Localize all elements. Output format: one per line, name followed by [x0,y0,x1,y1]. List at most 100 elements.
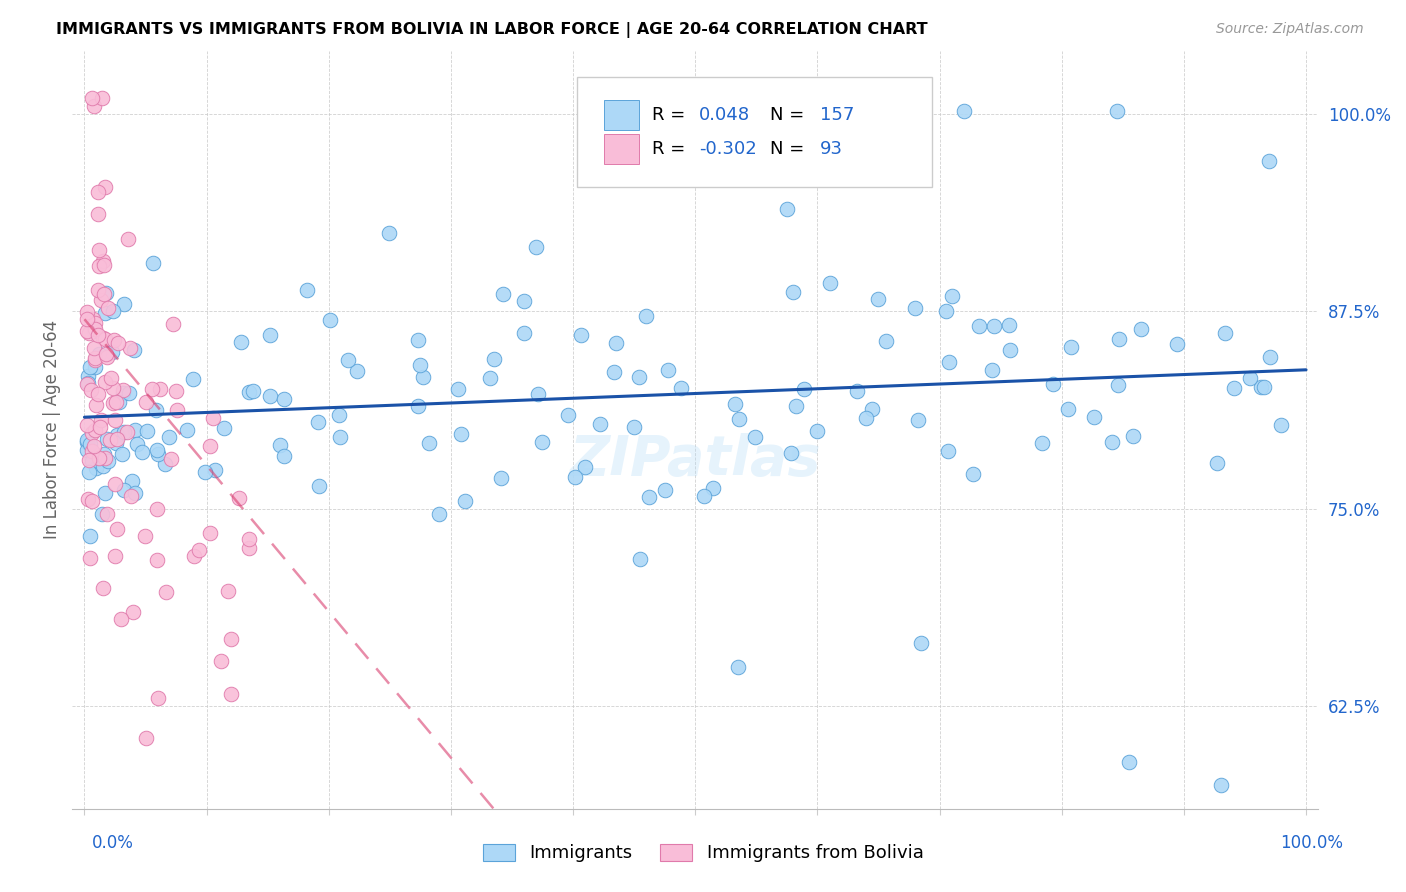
Point [155,584,177,599]
Point [408,359,430,373]
Point [785,399,807,413]
Point [91,507,114,521]
Point [512,326,534,341]
Point [118,386,141,401]
Point [79,465,101,479]
Point [936,443,959,458]
Point [91,331,114,345]
Point [93,287,115,301]
Point [806,424,828,438]
Point [269,438,291,452]
Point [166,402,188,417]
Point [86,206,108,220]
Text: N =: N = [770,106,810,124]
Point [87,284,110,298]
Point [112,297,135,311]
Point [89,451,111,466]
Point [1223,381,1246,395]
Point [259,389,281,403]
Point [111,447,134,461]
Point [96,432,118,446]
Point [1108,332,1130,346]
Point [101,344,124,359]
Point [142,256,165,270]
Point [482,351,505,366]
Text: R =: R = [651,106,690,124]
Point [941,288,963,302]
Point [77,453,100,467]
Point [623,419,645,434]
Point [89,244,111,258]
Point [198,526,221,541]
Point [1239,371,1261,385]
Point [346,364,368,378]
Point [527,386,550,401]
Point [90,91,112,105]
Point [983,318,1005,333]
Point [104,413,127,427]
Point [1101,435,1123,450]
Point [76,376,98,391]
Point [219,687,242,701]
Point [84,351,107,365]
Point [855,411,877,425]
Point [87,346,110,360]
Point [93,447,115,461]
Point [176,423,198,437]
Point [904,301,927,316]
Point [188,542,211,557]
Point [82,494,104,508]
Point [146,691,169,706]
Point [875,334,897,348]
Point [202,411,225,425]
Text: Source: ZipAtlas.com: Source: ZipAtlas.com [1216,22,1364,37]
Point [1166,337,1188,351]
Point [328,409,350,423]
Point [89,419,111,434]
Text: -0.302: -0.302 [699,140,756,158]
Point [93,332,115,346]
Point [307,415,329,429]
Point [862,401,884,416]
Point [727,660,749,674]
Point [115,425,138,439]
Point [159,451,181,466]
Point [87,259,110,273]
Point [1042,377,1064,392]
Point [1270,418,1292,433]
Point [146,502,169,516]
Point [76,433,98,447]
Point [628,370,651,384]
Point [1130,322,1153,336]
Point [910,636,932,650]
Point [80,454,103,468]
Point [181,372,204,386]
Point [76,435,98,450]
Point [124,485,146,500]
Bar [605,134,640,164]
Point [273,449,295,463]
Point [744,430,766,444]
Point [148,447,170,461]
Text: 0.048: 0.048 [699,106,751,124]
Point [82,91,104,105]
Point [94,486,117,500]
Point [76,311,98,326]
Point [131,445,153,459]
Point [103,396,125,410]
Point [105,427,128,442]
Point [953,103,976,118]
Point [83,322,105,336]
Point [782,285,804,300]
Point [967,318,990,333]
Point [479,371,502,385]
Bar [605,100,640,130]
Point [513,293,536,308]
Point [637,490,659,504]
Point [212,421,235,435]
Point [91,581,114,595]
Point [134,529,156,543]
Point [104,477,127,491]
Point [79,437,101,451]
Point [83,316,105,330]
